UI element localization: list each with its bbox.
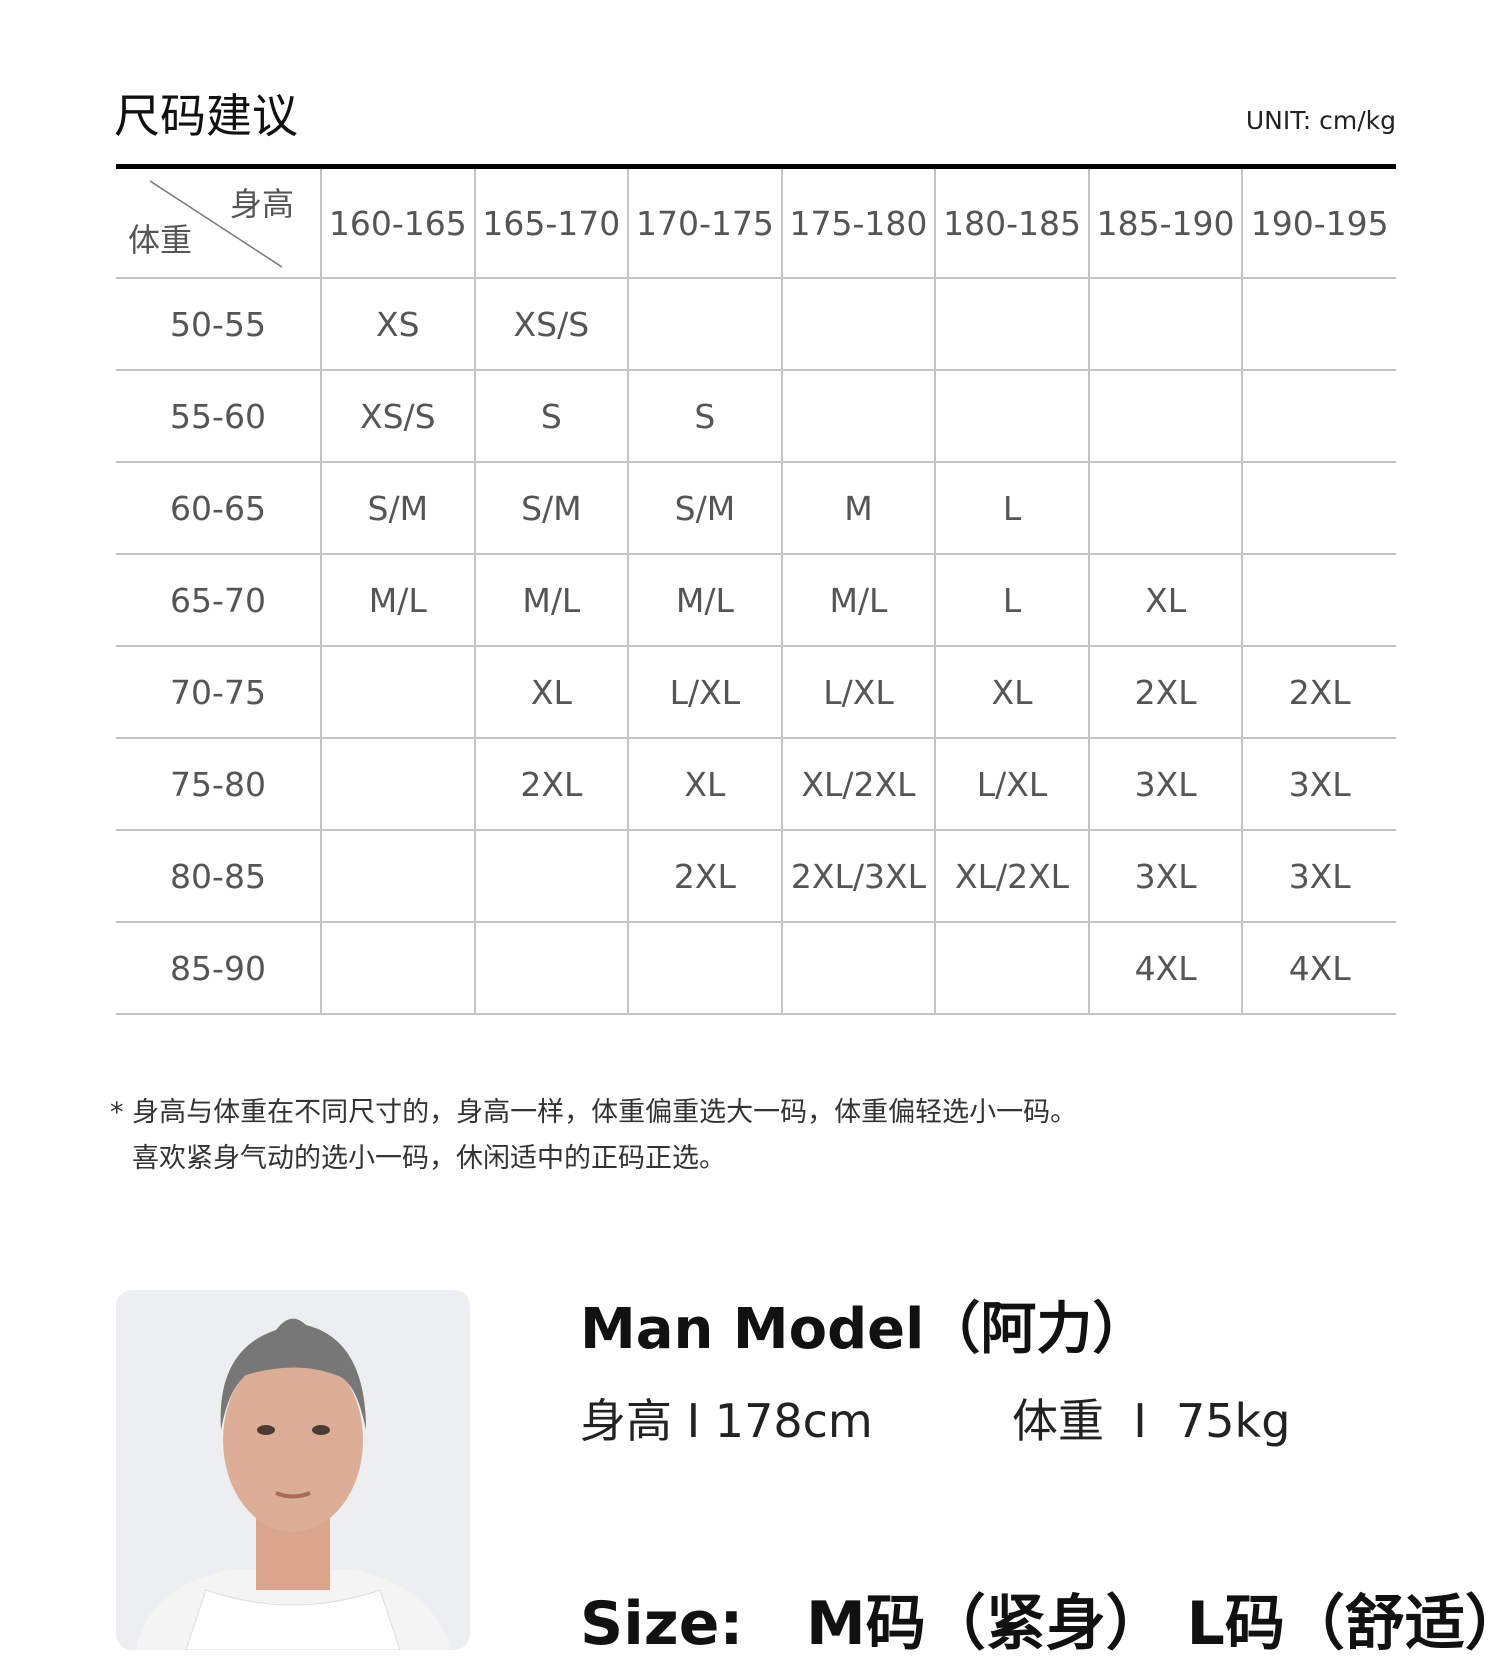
size-cell: XL/2XL (934, 829, 1090, 923)
size-cell: M/L (473, 553, 630, 647)
model-photo (116, 1290, 470, 1650)
weight-cell: 60-65 (116, 461, 322, 555)
size-cell: S (473, 369, 630, 463)
note-line-2: 喜欢紧身气动的选小一码，休闲适中的正码正选。 (132, 1143, 726, 1174)
size-cell (1241, 461, 1396, 555)
size-cell: XS (320, 277, 476, 371)
size-cell (934, 921, 1090, 1015)
size-cell: XL (627, 737, 783, 831)
size-cell: L (934, 553, 1090, 647)
size-cell: XL (1087, 553, 1244, 647)
height-header-cell: 165-170 (473, 169, 630, 279)
table-row: 55-60 XS/S S S (116, 369, 1396, 463)
height-header-cell: 190-195 (1241, 169, 1396, 279)
size-cell: 2XL (1087, 645, 1244, 739)
weight-cell: 50-55 (116, 277, 322, 371)
table-row: 50-55 XS XS/S (116, 277, 1396, 371)
height-header-cell: 170-175 (627, 169, 783, 279)
size-cell (627, 277, 783, 371)
table-row: 85-90 4XL 4XL (116, 921, 1396, 1015)
size-cell (780, 369, 937, 463)
size-cell: XL/2XL (780, 737, 937, 831)
size-cell: 3XL (1087, 737, 1244, 831)
size-cell: S (627, 369, 783, 463)
size-cell (473, 829, 630, 923)
size-cell: M/L (320, 553, 476, 647)
weight-cell: 70-75 (116, 645, 322, 739)
model-stats: 身高 I 178cm 体重 I 75kg (580, 1385, 1290, 1451)
size-cell: M/L (780, 553, 937, 647)
size-cell (1087, 277, 1244, 371)
size-cell: M/L (627, 553, 783, 647)
model-height: 身高 I 178cm (580, 1394, 873, 1448)
size-cell: 3XL (1241, 829, 1396, 923)
size-cell: XL (473, 645, 630, 739)
size-cell: 2XL (627, 829, 783, 923)
table-header-row: 身高 体重 160-165 165-170 170-175 175-180 180-18… (116, 169, 1396, 279)
size-cell: 2XL/3XL (780, 829, 937, 923)
size-cell: XS/S (320, 369, 476, 463)
page-title: 尺码建议 (114, 89, 298, 143)
weight-cell: 65-70 (116, 553, 322, 647)
size-cell (780, 277, 937, 371)
table-row: 75-80 2XL XL XL/2XL L/XL 3XL 3XL (116, 737, 1396, 831)
size-cell: XL (934, 645, 1090, 739)
size-chart-table: 身高 体重 160-165 165-170 170-175 175-180 180-18… (116, 169, 1396, 1015)
model-weight: 体重 I 75kg (1011, 1394, 1291, 1448)
note-line-1: * 身高与体重在不同尺寸的，身高一样，体重偏重选大一码，体重偏轻选小一码。 (110, 1097, 1078, 1128)
size-cell: 2XL (473, 737, 630, 831)
table-row: 70-75 XL L/XL L/XL XL 2XL 2XL (116, 645, 1396, 739)
size-notes: * 身高与体重在不同尺寸的，身高一样，体重偏重选大一码，体重偏轻选小一码。 喜欢… (110, 1090, 1077, 1182)
size-cell: 2XL (1241, 645, 1396, 739)
size-cell: L/XL (934, 737, 1090, 831)
size-cell (627, 921, 783, 1015)
size-cell: 3XL (1241, 737, 1396, 831)
size-cell: S/M (627, 461, 783, 555)
weight-cell: 80-85 (116, 829, 322, 923)
table-top-rule (116, 164, 1396, 169)
size-cell (934, 277, 1090, 371)
size-cell: L/XL (780, 645, 937, 739)
size-cell: 4XL (1087, 921, 1244, 1015)
size-cell: XS/S (473, 277, 630, 371)
size-cell (934, 369, 1090, 463)
corner-cell: 身高 体重 (116, 169, 322, 279)
height-header-cell: 180-185 (934, 169, 1090, 279)
size-cell (1087, 461, 1244, 555)
size-cell: S/M (473, 461, 630, 555)
size-cell: 4XL (1241, 921, 1396, 1015)
size-cell: L (934, 461, 1090, 555)
size-cell (320, 921, 476, 1015)
unit-label: UNIT: cm/kg (1245, 106, 1396, 135)
height-header-cell: 175-180 (780, 169, 937, 279)
size-cell (780, 921, 937, 1015)
size-cell (320, 737, 476, 831)
size-cell (320, 645, 476, 739)
size-cell: 3XL (1087, 829, 1244, 923)
height-header-cell: 185-190 (1087, 169, 1244, 279)
size-cell: M (780, 461, 937, 555)
table-row: 80-85 2XL 2XL/3XL XL/2XL 3XL 3XL (116, 829, 1396, 923)
size-cell (320, 829, 476, 923)
size-cell (1241, 277, 1396, 371)
size-cell: L/XL (627, 645, 783, 739)
model-name: Man Model（阿力） (580, 1297, 1149, 1362)
weight-cell: 75-80 (116, 737, 322, 831)
size-cell (473, 921, 630, 1015)
size-cell (1087, 369, 1244, 463)
weight-cell: 85-90 (116, 921, 322, 1015)
size-cell (1241, 369, 1396, 463)
model-size: Size: M码（紧身） L码（舒适） (580, 1589, 1500, 1659)
table-row: 65-70 M/L M/L M/L M/L L XL (116, 553, 1396, 647)
diagonal-divider (149, 180, 283, 268)
table-row: 60-65 S/M S/M S/M M L (116, 461, 1396, 555)
weight-cell: 55-60 (116, 369, 322, 463)
size-cell: S/M (320, 461, 476, 555)
size-cell (1241, 553, 1396, 647)
height-header-cell: 160-165 (320, 169, 476, 279)
height-axis-label: 身高 (229, 185, 294, 223)
weight-axis-label: 体重 (128, 221, 193, 259)
